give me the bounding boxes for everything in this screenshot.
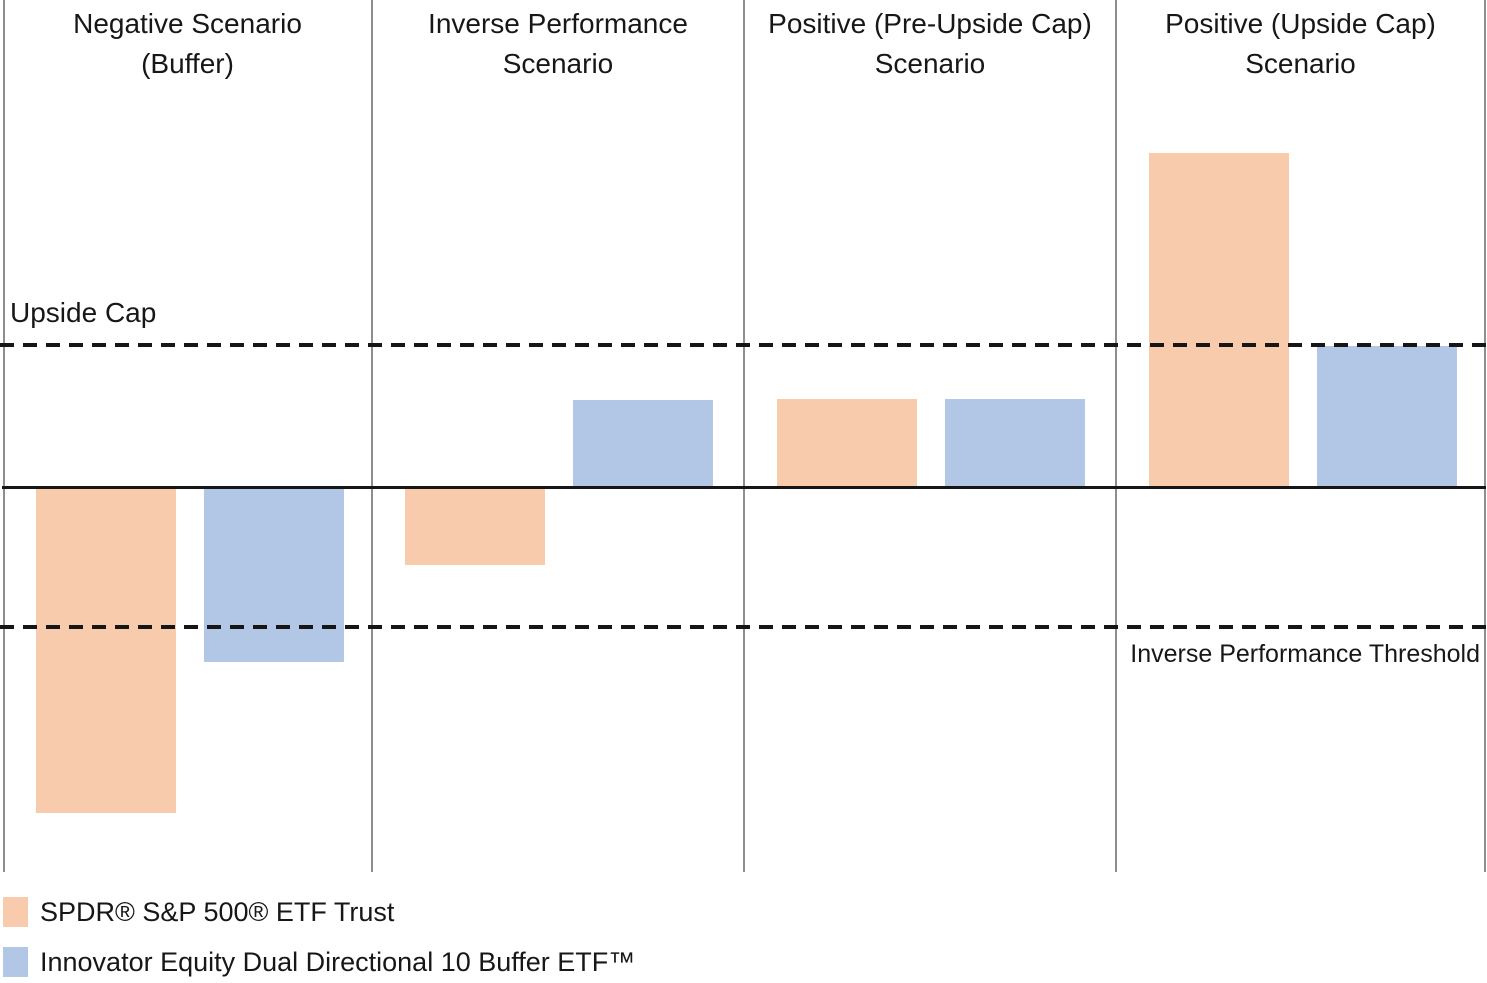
bar-innovator-panel-3: [944, 399, 1085, 487]
bar-spdr-panel-4: [1148, 153, 1289, 487]
bar-spdr-panel-2: [404, 487, 545, 565]
bar-innovator-panel-4: [1316, 346, 1457, 487]
spy-color-swatch: [3, 897, 28, 927]
scenario-title-inverse-performance: Inverse Performance Scenario: [428, 8, 688, 79]
buffer-etf-color-swatch: [3, 947, 28, 977]
plot-left-border: [3, 0, 5, 872]
zero-axis-line: [2, 485, 1486, 489]
panel-divider-2: [743, 0, 745, 872]
upside-cap-label: Upside Cap: [10, 297, 157, 328]
upside-cap-line: [0, 343, 1487, 347]
bar-innovator-panel-2: [572, 400, 713, 487]
scenario-title-positive-pre-upside-cap: Positive (Pre-Upside Cap) Scenario: [768, 8, 1092, 79]
bar-spdr-panel-1: [36, 487, 176, 813]
scenario-title-positive-upside-cap: Positive (Upside Cap) Scenario: [1165, 8, 1436, 79]
bar-spdr-panel-3: [776, 399, 917, 487]
inverse-performance-threshold-label: Inverse Performance Threshold: [1130, 640, 1480, 668]
plot-right-border: [1484, 0, 1486, 872]
legend-item-spy: SPDR® S&P 500® ETF Trust: [3, 895, 394, 929]
panel-divider-3: [1115, 0, 1117, 872]
panel-divider-1: [371, 0, 373, 872]
legend-label-buffer-etf: Innovator Equity Dual Directional 10 Buf…: [40, 946, 636, 977]
bar-innovator-panel-1: [204, 487, 344, 662]
scenario-title-negative-buffer: Negative Scenario (Buffer): [73, 8, 302, 79]
legend-item-buffer-etf: Innovator Equity Dual Directional 10 Buf…: [3, 945, 635, 979]
legend-label-spy: SPDR® S&P 500® ETF Trust: [40, 896, 395, 927]
inverse-performance-threshold-line: [0, 625, 1487, 629]
